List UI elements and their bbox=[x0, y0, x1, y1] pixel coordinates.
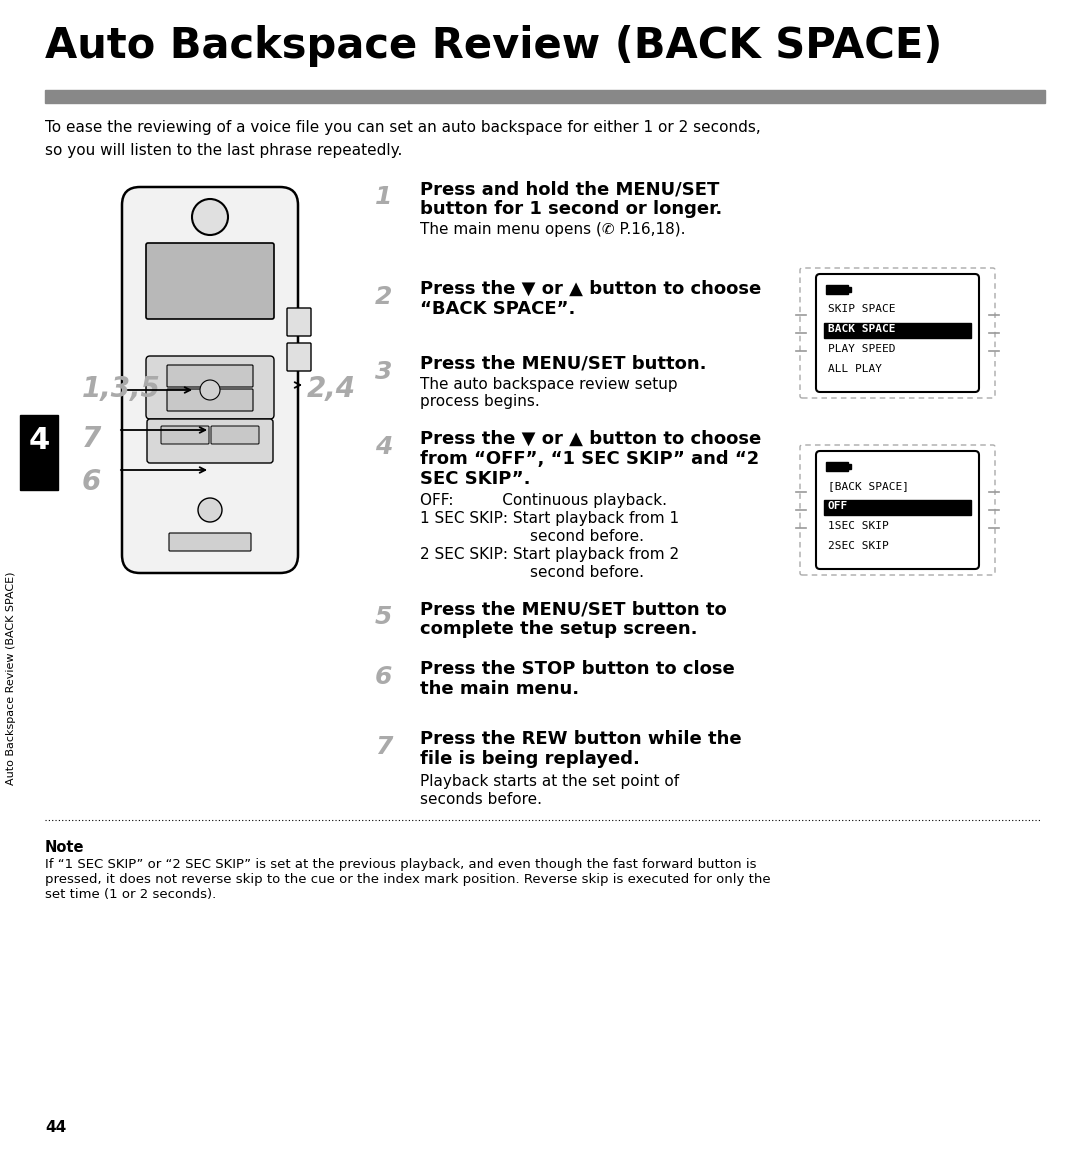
Text: OFF:          Continuous playback.: OFF: Continuous playback. bbox=[420, 492, 667, 507]
Text: Press the REW button while the: Press the REW button while the bbox=[420, 729, 742, 748]
Text: 1SEC SKIP: 1SEC SKIP bbox=[828, 521, 889, 531]
Bar bbox=[826, 462, 848, 470]
Text: 1,3,5: 1,3,5 bbox=[82, 375, 161, 403]
Text: file is being replayed.: file is being replayed. bbox=[420, 750, 639, 768]
Text: complete the setup screen.: complete the setup screen. bbox=[420, 620, 698, 638]
Circle shape bbox=[200, 380, 220, 400]
Text: 6: 6 bbox=[82, 468, 102, 496]
FancyBboxPatch shape bbox=[168, 533, 251, 551]
Text: Press the ▼ or ▲ button to choose: Press the ▼ or ▲ button to choose bbox=[420, 430, 761, 449]
FancyBboxPatch shape bbox=[287, 307, 311, 336]
Text: button for 1 second or longer.: button for 1 second or longer. bbox=[420, 200, 723, 218]
Text: The auto backspace review setup: The auto backspace review setup bbox=[420, 377, 677, 392]
Bar bbox=[45, 90, 1045, 103]
Text: 7: 7 bbox=[375, 735, 392, 759]
Text: BACK SPACE: BACK SPACE bbox=[828, 324, 895, 334]
Text: Press the ▼ or ▲ button to choose: Press the ▼ or ▲ button to choose bbox=[420, 280, 761, 298]
Text: 4: 4 bbox=[375, 435, 392, 459]
Text: 2: 2 bbox=[375, 286, 392, 309]
Text: The main menu opens (✆ P.16,18).: The main menu opens (✆ P.16,18). bbox=[420, 222, 686, 237]
Text: Press and hold the MENU/SET: Press and hold the MENU/SET bbox=[420, 180, 719, 198]
Text: [BACK SPACE]: [BACK SPACE] bbox=[828, 481, 909, 491]
Text: so you will listen to the last phrase repeatedly.: so you will listen to the last phrase re… bbox=[45, 143, 403, 158]
FancyBboxPatch shape bbox=[211, 427, 259, 444]
Text: SKIP SPACE: SKIP SPACE bbox=[828, 304, 895, 314]
Circle shape bbox=[192, 199, 228, 235]
FancyBboxPatch shape bbox=[161, 427, 210, 444]
Text: the main menu.: the main menu. bbox=[420, 680, 579, 698]
Text: 3: 3 bbox=[375, 360, 392, 384]
Text: 4: 4 bbox=[28, 427, 50, 455]
Text: Playback starts at the set point of: Playback starts at the set point of bbox=[420, 775, 679, 790]
Bar bbox=[824, 501, 971, 516]
Text: PLAY SPEED: PLAY SPEED bbox=[828, 344, 895, 354]
Text: Press the MENU/SET button to: Press the MENU/SET button to bbox=[420, 600, 727, 618]
Bar bbox=[824, 323, 971, 338]
Text: 1 SEC SKIP: Start playback from 1: 1 SEC SKIP: Start playback from 1 bbox=[420, 511, 679, 526]
Text: second before.: second before. bbox=[530, 565, 644, 580]
FancyBboxPatch shape bbox=[146, 243, 274, 319]
Text: 1: 1 bbox=[375, 185, 392, 209]
Text: Auto Backspace Review (BACK SPACE): Auto Backspace Review (BACK SPACE) bbox=[6, 571, 16, 785]
Text: 2,4: 2,4 bbox=[307, 375, 356, 403]
Text: seconds before.: seconds before. bbox=[420, 792, 542, 807]
Text: To ease the reviewing of a voice file you can set an auto backspace for either 1: To ease the reviewing of a voice file yo… bbox=[45, 120, 760, 135]
Text: Auto Backspace Review (BACK SPACE): Auto Backspace Review (BACK SPACE) bbox=[45, 25, 943, 67]
Text: process begins.: process begins. bbox=[420, 394, 540, 409]
Bar bbox=[848, 287, 851, 292]
Text: 6: 6 bbox=[375, 665, 392, 689]
FancyBboxPatch shape bbox=[816, 274, 978, 392]
Text: second before.: second before. bbox=[530, 529, 644, 544]
Text: from “OFF”, “1 SEC SKIP” and “2: from “OFF”, “1 SEC SKIP” and “2 bbox=[420, 450, 759, 468]
Text: “BACK SPACE”.: “BACK SPACE”. bbox=[420, 301, 576, 318]
Text: Press the MENU/SET button.: Press the MENU/SET button. bbox=[420, 355, 706, 373]
Text: SEC SKIP”.: SEC SKIP”. bbox=[420, 470, 530, 488]
FancyBboxPatch shape bbox=[122, 187, 298, 573]
FancyBboxPatch shape bbox=[167, 390, 253, 412]
FancyBboxPatch shape bbox=[146, 356, 274, 418]
Text: 44: 44 bbox=[45, 1120, 66, 1135]
FancyBboxPatch shape bbox=[167, 365, 253, 387]
Text: Press the STOP button to close: Press the STOP button to close bbox=[420, 660, 734, 679]
Text: ALL PLAY: ALL PLAY bbox=[828, 364, 882, 375]
Text: OFF: OFF bbox=[828, 501, 848, 511]
Text: 7: 7 bbox=[82, 425, 102, 453]
Text: If “1 SEC SKIP” or “2 SEC SKIP” is set at the previous playback, and even though: If “1 SEC SKIP” or “2 SEC SKIP” is set a… bbox=[45, 858, 771, 901]
Bar bbox=[826, 286, 848, 294]
Circle shape bbox=[198, 498, 222, 523]
Bar bbox=[21, 415, 58, 490]
Text: 2SEC SKIP: 2SEC SKIP bbox=[828, 541, 889, 551]
FancyBboxPatch shape bbox=[287, 343, 311, 371]
Text: 2 SEC SKIP: Start playback from 2: 2 SEC SKIP: Start playback from 2 bbox=[420, 547, 679, 562]
Text: 5: 5 bbox=[375, 605, 392, 629]
Text: Note: Note bbox=[45, 840, 84, 855]
FancyBboxPatch shape bbox=[816, 451, 978, 569]
Bar bbox=[848, 464, 851, 469]
FancyBboxPatch shape bbox=[147, 418, 273, 464]
